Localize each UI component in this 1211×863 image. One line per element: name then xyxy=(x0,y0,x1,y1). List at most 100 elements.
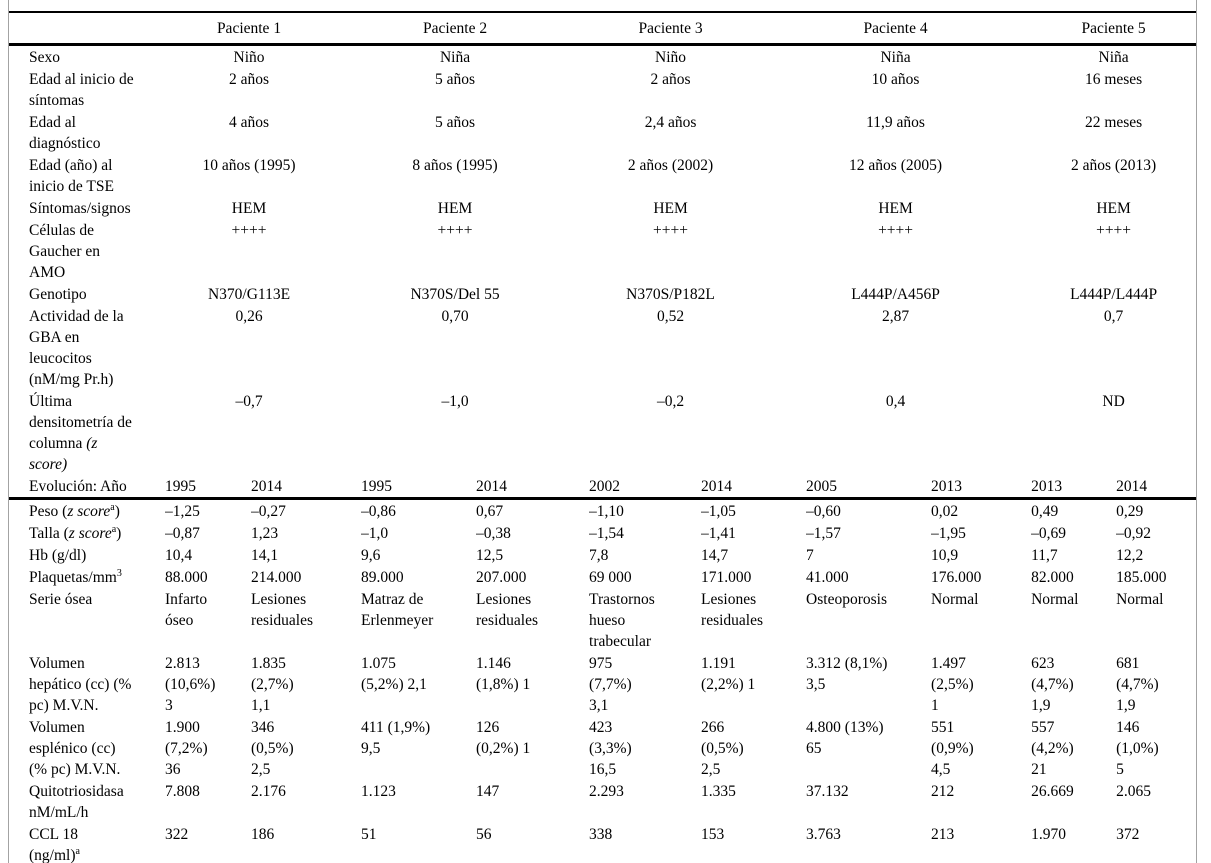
cell-talla-z-score-2: –1,0 xyxy=(361,525,389,542)
cell-plaquetas-5: 171.000 xyxy=(701,569,752,586)
label-text-part: Edad (año) al inicio de TSE xyxy=(29,157,114,195)
cell-ultima-densitometria-p5: ND xyxy=(1102,393,1125,410)
patient-header: Paciente 3 xyxy=(638,20,703,37)
cell-peso-z-score-9: 0,29 xyxy=(1116,503,1144,520)
label-text-part: Última densitometría de columna xyxy=(29,393,132,452)
cell-ccl18-0: 322 xyxy=(165,826,189,843)
cell-edad-diagnostico-p3: 2,4 años xyxy=(644,114,697,131)
cell-evolucion-year-5: 2014 xyxy=(701,478,733,495)
label-text-part: Volumen esplénico (cc) (% pc) M.V.N. xyxy=(29,719,121,778)
table-row-edad-inicio-sintomas: Edad al inicio de síntomas 2 años 5 años 2 … xyxy=(9,68,1196,111)
cell-edad-diagnostico-p4: 11,9 años xyxy=(866,114,925,131)
cell-sintomas-signos-p4: HEM xyxy=(878,200,913,217)
cell-plaquetas-6: 41.000 xyxy=(806,569,849,586)
cell-talla-z-score-1: 1,23 xyxy=(251,525,279,542)
table-row-sintomas-signos: Síntomas/signos HEM HEM HEM HEM HEM xyxy=(9,197,1196,219)
cell-plaquetas-9: 185.000 xyxy=(1116,569,1167,586)
cell-volumen-hepatico-4: 975 (7,7%) 3,1 xyxy=(589,655,632,714)
table-row-ccl18: CCL 18 (ng/ml)a 322 186 51 56 338 153 3.763 213 1… xyxy=(9,823,1196,863)
cell-peso-z-score-6: –0,60 xyxy=(806,503,841,520)
cell-sintomas-signos-p5: HEM xyxy=(1096,200,1131,217)
cell-celulas-gaucher-amo-p4: ++++ xyxy=(878,222,914,239)
label-text-part: Células de Gaucher en AMO xyxy=(29,222,100,281)
cell-edad-inicio-sintomas-p5: 16 meses xyxy=(1084,71,1143,88)
cell-genotipo-p2: N370S/Del 55 xyxy=(410,286,500,303)
table-row-actividad-gba: Actividad de la GBA en leucocitos (nM/mg… xyxy=(9,305,1196,390)
row-label-sexo: Sexo xyxy=(9,45,165,69)
cell-actividad-gba-p1: 0,26 xyxy=(235,308,263,325)
row-label-edad-diagnostico: Edad al diagnóstico xyxy=(9,111,165,154)
cell-evolucion-year-7: 2013 xyxy=(931,478,963,495)
cell-quitotriosidasa-8: 26.669 xyxy=(1031,783,1074,800)
cell-hb-2: 9,6 xyxy=(361,547,381,564)
label-superscript: a xyxy=(111,523,117,535)
cell-volumen-hepatico-9: 681 (4,7%) 1,9 xyxy=(1116,655,1159,714)
cell-sexo-p3: Niño xyxy=(655,49,687,66)
cell-celulas-gaucher-amo-p2: ++++ xyxy=(437,222,473,239)
cell-volumen-esplenico-8: 557 (4,2%) 21 xyxy=(1031,719,1074,778)
row-label-serie-osea: Serie ósea xyxy=(9,588,165,652)
table-row-quitotriosidasa: Quitotriosidasa nM/mL/h 7.808 2.176 1.123 14… xyxy=(9,780,1196,823)
label-text-part: Talla ( xyxy=(29,525,69,542)
cell-plaquetas-8: 82.000 xyxy=(1031,569,1074,586)
table-row-genotipo: Genotipo N370/G113E N370S/Del 55 N370S/P182… xyxy=(9,283,1196,305)
cell-talla-z-score-3: –0,38 xyxy=(476,525,511,542)
cell-quitotriosidasa-0: 7.808 xyxy=(165,783,200,800)
cell-talla-z-score-5: –1,41 xyxy=(701,525,736,542)
table-row-sexo: Sexo Niño Niña Niño Niña Niña xyxy=(9,45,1196,69)
cell-sexo-p1: Niño xyxy=(233,49,265,66)
cell-serie-osea-8: Normal xyxy=(1031,591,1079,608)
cell-actividad-gba-p4: 2,87 xyxy=(881,308,910,325)
label-superscript: a xyxy=(75,845,80,857)
cell-talla-z-score-7: –1,95 xyxy=(931,525,966,542)
cell-serie-osea-7: Normal xyxy=(931,591,979,608)
cell-edad-inicio-tse-p3: 2 años (2002) xyxy=(627,157,714,174)
cell-evolucion-year-6: 2005 xyxy=(806,478,838,495)
cell-volumen-esplenico-4: 423 (3,3%) 16,5 xyxy=(589,719,632,778)
label-text-part: Sexo xyxy=(29,49,60,66)
table-row-volumen-esplenico: Volumen esplénico (cc) (% pc) M.V.N. 1.90… xyxy=(9,716,1196,780)
cell-peso-z-score-2: –0,86 xyxy=(361,503,396,520)
cell-ccl18-5: 153 xyxy=(701,826,725,843)
cell-quitotriosidasa-6: 37.132 xyxy=(806,783,849,800)
table-row-edad-diagnostico: Edad al diagnóstico 4 años 5 años 2,4 años 1… xyxy=(9,111,1196,154)
cell-hb-1: 14,1 xyxy=(251,547,279,564)
cell-ultima-densitometria-p4: 0,4 xyxy=(885,393,906,410)
row-label-volumen-esplenico: Volumen esplénico (cc) (% pc) M.V.N. xyxy=(9,716,165,780)
cell-ccl18-8: 1.970 xyxy=(1031,826,1066,843)
row-label-talla-z-score: Talla (z scorea) xyxy=(9,522,165,544)
cell-serie-osea-0: Infarto óseo xyxy=(165,591,208,629)
row-label-actividad-gba: Actividad de la GBA en leucocitos (nM/mg… xyxy=(9,305,165,390)
cell-sintomas-signos-p2: HEM xyxy=(437,200,473,217)
cell-evolucion-year-8: 2013 xyxy=(1031,478,1063,495)
cell-quitotriosidasa-1: 2.176 xyxy=(251,783,286,800)
cell-plaquetas-7: 176.000 xyxy=(931,569,982,586)
cell-volumen-hepatico-2: 1.075 (5,2%) 2,1 xyxy=(361,655,427,693)
table-row-evolucion-ano: Evolución: Año 1995 2014 1995 2014 2002 2014 20… xyxy=(9,475,1196,499)
row-label-plaquetas: Plaquetas/mm3 xyxy=(9,566,165,588)
table-row-celulas-gaucher-amo: Células de Gaucher en AMO ++++ ++++ ++++ +++… xyxy=(9,219,1196,283)
cell-volumen-hepatico-5: 1.191 (2,2%) 1 xyxy=(701,655,756,693)
cell-peso-z-score-4: –1,10 xyxy=(589,503,624,520)
label-text-part: Serie ósea xyxy=(29,591,93,608)
label-italic-part: (z score) xyxy=(29,435,98,473)
label-text-part: Peso ( xyxy=(29,503,68,520)
cell-volumen-esplenico-0: 1.900 (7,2%) 36 xyxy=(165,719,208,778)
table-row-edad-inicio-tse: Edad (año) al inicio de TSE 10 años (1995… xyxy=(9,154,1196,197)
label-text-part: Edad al inicio de síntomas xyxy=(29,71,134,109)
cell-sintomas-signos-p1: HEM xyxy=(231,200,267,217)
cell-edad-inicio-sintomas-p2: 5 años xyxy=(435,71,476,88)
cell-ccl18-7: 213 xyxy=(931,826,955,843)
cell-peso-z-score-3: 0,67 xyxy=(476,503,504,520)
cell-volumen-esplenico-5: 266 (0,5%) 2,5 xyxy=(701,719,744,778)
cell-volumen-esplenico-2: 411 (1,9%) 9,5 xyxy=(361,719,431,757)
label-text-part: CCL 18 (ng/ml) xyxy=(29,826,78,863)
cell-actividad-gba-p2: 0,70 xyxy=(441,308,469,325)
cell-edad-inicio-tse-p2: 8 años (1995) xyxy=(412,157,498,174)
row-label-ultima-densitometria: Última densitometría de columna (z score… xyxy=(9,390,165,475)
cell-volumen-hepatico-7: 1.497 (2,5%) 1 xyxy=(931,655,974,714)
cell-genotipo-p4: L444P/A456P xyxy=(851,286,940,303)
table-row-volumen-hepatico: Volumen hepático (cc) (% pc) M.V.N. 2.813… xyxy=(9,652,1196,716)
table-row-plaquetas: Plaquetas/mm3 88.000 214.000 89.000 207.000 6… xyxy=(9,566,1196,588)
cell-serie-osea-4: Trastornos hueso trabecular xyxy=(589,591,655,650)
